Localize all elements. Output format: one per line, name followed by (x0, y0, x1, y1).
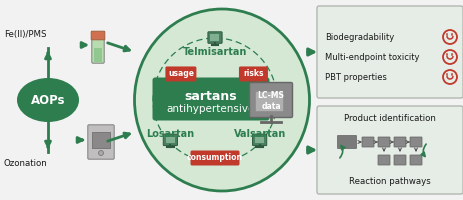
FancyBboxPatch shape (165, 137, 175, 143)
Circle shape (98, 150, 103, 156)
FancyBboxPatch shape (92, 132, 110, 148)
FancyBboxPatch shape (316, 6, 462, 98)
Text: Multi-endpoint toxicity: Multi-endpoint toxicity (324, 52, 419, 62)
FancyBboxPatch shape (377, 137, 389, 147)
FancyBboxPatch shape (361, 137, 373, 147)
Text: PBT properties: PBT properties (324, 72, 386, 82)
Ellipse shape (134, 9, 309, 191)
Text: Biodegradability: Biodegradability (324, 32, 394, 42)
FancyBboxPatch shape (252, 134, 266, 146)
FancyBboxPatch shape (316, 106, 462, 194)
FancyBboxPatch shape (165, 66, 196, 81)
FancyBboxPatch shape (255, 137, 263, 143)
FancyBboxPatch shape (377, 155, 389, 165)
Text: risks: risks (243, 69, 263, 78)
FancyBboxPatch shape (163, 134, 177, 146)
FancyBboxPatch shape (94, 48, 102, 62)
FancyBboxPatch shape (88, 125, 114, 159)
FancyBboxPatch shape (238, 66, 267, 81)
Text: Valsartan: Valsartan (233, 129, 286, 139)
FancyBboxPatch shape (337, 136, 356, 148)
FancyBboxPatch shape (91, 31, 105, 40)
Text: antihypertensive: antihypertensive (167, 104, 255, 114)
FancyBboxPatch shape (207, 32, 222, 43)
Text: LC-MS
data: LC-MS data (257, 91, 284, 111)
FancyBboxPatch shape (190, 150, 239, 166)
Text: Reaction pathways: Reaction pathways (348, 177, 430, 186)
Text: consumption: consumption (187, 154, 243, 162)
FancyBboxPatch shape (409, 137, 421, 147)
Text: Ozonation: Ozonation (4, 160, 48, 168)
FancyBboxPatch shape (152, 77, 269, 120)
FancyBboxPatch shape (249, 82, 292, 117)
FancyBboxPatch shape (92, 37, 104, 63)
Text: usage: usage (168, 69, 194, 78)
Ellipse shape (17, 78, 79, 122)
Text: Telmisartan: Telmisartan (182, 47, 247, 57)
Text: Fe(II)/PMS: Fe(II)/PMS (4, 30, 46, 40)
FancyBboxPatch shape (255, 91, 282, 111)
Text: Product identification: Product identification (344, 114, 435, 123)
FancyBboxPatch shape (393, 155, 405, 165)
FancyBboxPatch shape (409, 155, 421, 165)
FancyBboxPatch shape (210, 34, 219, 41)
Text: sartans: sartans (184, 90, 237, 102)
Text: AOPs: AOPs (31, 94, 65, 106)
FancyBboxPatch shape (393, 137, 405, 147)
Text: Losartan: Losartan (145, 129, 194, 139)
